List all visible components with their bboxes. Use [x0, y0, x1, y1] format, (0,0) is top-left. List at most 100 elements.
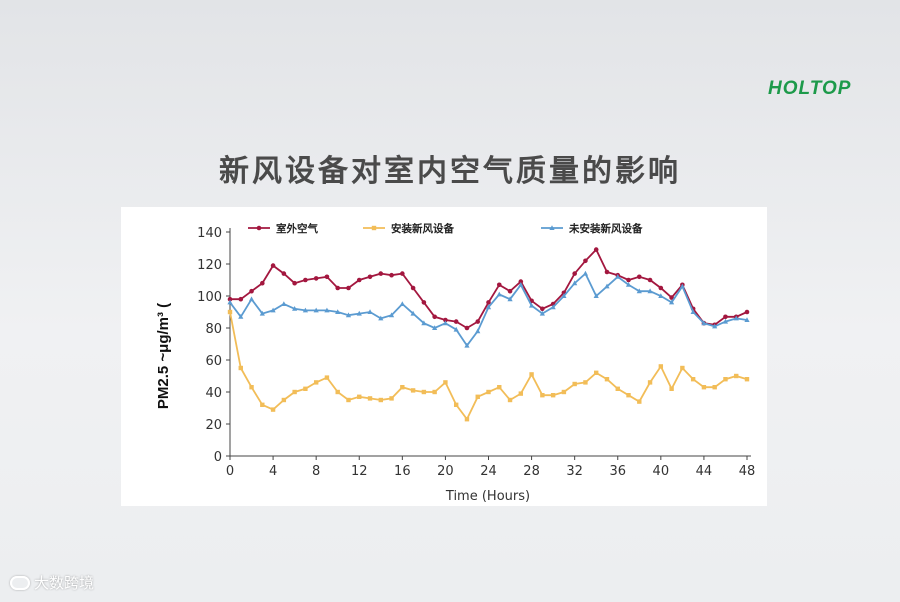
series-line [229, 311, 748, 421]
slide-title: 新风设备对室内空气质量的影响 [219, 154, 681, 189]
data-point [658, 364, 664, 369]
data-point [723, 377, 728, 382]
data-point [464, 325, 470, 331]
data-point [496, 291, 502, 297]
data-point [604, 377, 610, 382]
data-point [281, 397, 287, 403]
data-point [260, 402, 265, 407]
x-tick-label: 32 [566, 464, 583, 479]
x-tick-label: 40 [653, 464, 670, 479]
x-tick-label: 24 [480, 464, 497, 479]
data-point [604, 283, 610, 289]
data-point [722, 318, 729, 324]
data-point [357, 394, 362, 399]
data-point [626, 277, 631, 283]
data-point [669, 295, 674, 300]
legend-item: 安装新风设备 [363, 222, 454, 235]
data-point [400, 271, 405, 276]
data-point [432, 314, 437, 320]
data-point [313, 276, 319, 281]
data-point [324, 375, 330, 380]
data-point [410, 388, 416, 393]
y-axis-label: PM2.5 ~μg/m³ ( [155, 303, 172, 409]
data-point [701, 320, 707, 326]
watermark-logo-icon [10, 575, 30, 590]
data-point [442, 320, 449, 326]
data-point [561, 293, 567, 298]
series-3 [227, 270, 750, 348]
legend-item: 未安装新风设备 [541, 222, 643, 235]
x-tick-label: 44 [696, 464, 713, 479]
data-point [324, 307, 330, 313]
data-point [647, 277, 653, 283]
data-point [475, 328, 481, 334]
data-point [669, 386, 674, 391]
data-point [227, 296, 233, 302]
data-point [679, 283, 685, 289]
data-point [486, 300, 491, 305]
data-point [346, 285, 351, 291]
x-axis-label: Time (Hours) [445, 489, 530, 504]
data-point [292, 280, 297, 286]
series-1 [227, 247, 750, 331]
data-point [615, 386, 620, 391]
data-point [744, 317, 750, 322]
data-point [485, 304, 492, 310]
data-point [464, 342, 470, 348]
data-point [453, 319, 459, 324]
data-point [259, 310, 265, 316]
data-point [593, 293, 599, 298]
data-point [734, 373, 739, 379]
data-point [550, 393, 556, 398]
data-point [443, 380, 448, 385]
x-tick-label: 8 [312, 464, 320, 479]
data-point [475, 394, 480, 399]
series-group [227, 247, 750, 422]
data-point [529, 372, 534, 377]
data-point [292, 306, 298, 311]
data-point [658, 293, 664, 298]
watermark-text: 大数跨境 [34, 574, 95, 592]
data-point [410, 310, 416, 316]
data-point [669, 299, 675, 305]
series-line [230, 248, 748, 330]
data-point [249, 385, 254, 390]
data-point [583, 380, 588, 385]
x-tick-label: 4 [269, 464, 277, 479]
data-point [378, 271, 384, 276]
data-point [421, 300, 427, 305]
legend-marker [549, 225, 555, 230]
data-point [249, 288, 254, 294]
data-point [744, 377, 750, 382]
data-point [227, 309, 233, 315]
series-line [229, 272, 748, 348]
data-point [443, 317, 448, 323]
data-point [496, 282, 502, 288]
data-point [378, 315, 384, 321]
data-point [421, 320, 427, 326]
data-point [421, 389, 427, 395]
data-point [647, 288, 653, 294]
data-point [248, 296, 255, 302]
data-point [367, 274, 373, 280]
data-point [389, 396, 394, 401]
legend: 室外空气 安装新风设备 未安装新风设备 [248, 222, 643, 235]
data-point [626, 393, 631, 398]
data-point [518, 282, 524, 287]
data-point [518, 279, 524, 284]
data-point [690, 377, 696, 382]
data-point [572, 271, 577, 276]
data-point [367, 396, 373, 401]
data-point [528, 302, 535, 308]
data-point [507, 397, 513, 403]
data-point [604, 269, 610, 275]
data-point [356, 310, 362, 316]
data-point [593, 247, 599, 252]
data-point [238, 314, 244, 319]
data-point [410, 285, 416, 291]
data-point [313, 380, 319, 385]
y-tick-label: 100 [197, 290, 222, 305]
data-point [625, 282, 632, 287]
data-point [636, 274, 642, 280]
